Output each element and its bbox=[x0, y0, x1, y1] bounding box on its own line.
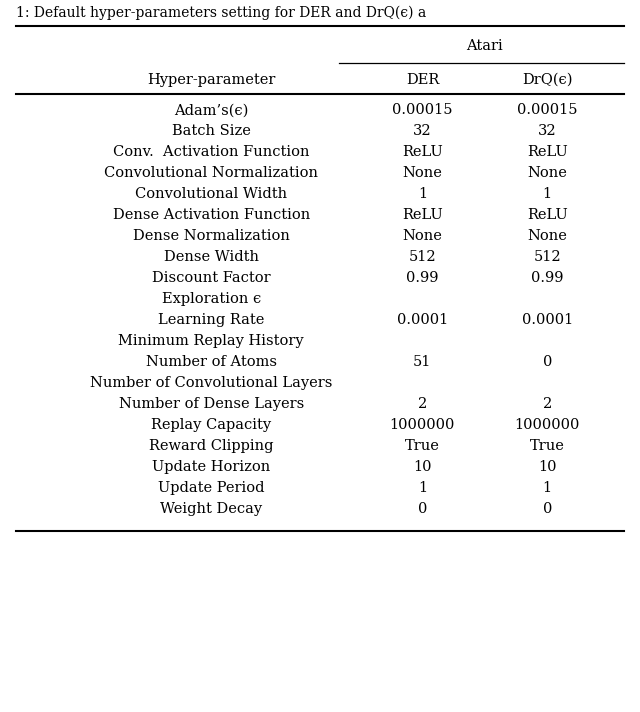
Text: None: None bbox=[527, 167, 567, 180]
Text: Minimum Replay History: Minimum Replay History bbox=[118, 335, 304, 348]
Text: 0.00015: 0.00015 bbox=[517, 103, 577, 117]
Text: 0: 0 bbox=[543, 503, 552, 516]
Text: ReLU: ReLU bbox=[402, 209, 443, 222]
Text: 0.0001: 0.0001 bbox=[522, 313, 573, 328]
Text: Convolutional Width: Convolutional Width bbox=[135, 187, 287, 201]
Text: Hyper-parameter: Hyper-parameter bbox=[147, 73, 275, 87]
Text: Atari: Atari bbox=[467, 39, 503, 53]
Text: Weight Decay: Weight Decay bbox=[160, 503, 262, 516]
Text: 1: 1 bbox=[543, 481, 552, 496]
Text: Replay Capacity: Replay Capacity bbox=[151, 419, 271, 432]
Text: 0: 0 bbox=[418, 503, 427, 516]
Text: ReLU: ReLU bbox=[527, 209, 568, 222]
Text: 512: 512 bbox=[533, 251, 561, 264]
Text: Reward Clipping: Reward Clipping bbox=[149, 439, 273, 454]
Text: Convolutional Normalization: Convolutional Normalization bbox=[104, 167, 318, 180]
Text: ReLU: ReLU bbox=[402, 145, 443, 159]
Text: 1000000: 1000000 bbox=[390, 419, 455, 432]
Text: Exploration ϵ: Exploration ϵ bbox=[161, 293, 261, 306]
Text: 0.99: 0.99 bbox=[531, 271, 563, 286]
Text: Dense Activation Function: Dense Activation Function bbox=[113, 209, 310, 222]
Text: 512: 512 bbox=[408, 251, 436, 264]
Text: 0: 0 bbox=[543, 355, 552, 370]
Text: Dense Normalization: Dense Normalization bbox=[132, 229, 290, 244]
Text: 2: 2 bbox=[543, 397, 552, 412]
Text: Update Horizon: Update Horizon bbox=[152, 461, 270, 474]
Text: 0.00015: 0.00015 bbox=[392, 103, 452, 117]
Text: 1: 1 bbox=[418, 481, 427, 496]
Text: True: True bbox=[530, 439, 564, 454]
Text: Learning Rate: Learning Rate bbox=[158, 313, 264, 328]
Text: 32: 32 bbox=[538, 125, 557, 138]
Text: 1: 1 bbox=[418, 187, 427, 201]
Text: 0.0001: 0.0001 bbox=[397, 313, 448, 328]
Text: Number of Convolutional Layers: Number of Convolutional Layers bbox=[90, 377, 332, 390]
Text: 0.99: 0.99 bbox=[406, 271, 438, 286]
Text: DrQ(ϵ): DrQ(ϵ) bbox=[522, 73, 572, 87]
Text: True: True bbox=[405, 439, 440, 454]
Text: 2: 2 bbox=[418, 397, 427, 412]
Text: None: None bbox=[403, 167, 442, 180]
Text: 32: 32 bbox=[413, 125, 432, 138]
Text: ReLU: ReLU bbox=[527, 145, 568, 159]
Text: 51: 51 bbox=[413, 355, 431, 370]
Text: Number of Dense Layers: Number of Dense Layers bbox=[118, 397, 304, 412]
Text: 1: 1 bbox=[543, 187, 552, 201]
Text: 1000000: 1000000 bbox=[515, 419, 580, 432]
Text: 1: Default hyper-parameters setting for DER and DrQ(ϵ) a: 1: Default hyper-parameters setting for … bbox=[16, 6, 426, 20]
Text: Update Period: Update Period bbox=[158, 481, 264, 496]
Text: Number of Atoms: Number of Atoms bbox=[146, 355, 276, 370]
Text: 10: 10 bbox=[413, 461, 431, 474]
Text: 10: 10 bbox=[538, 461, 556, 474]
Text: None: None bbox=[403, 229, 442, 244]
Text: Dense Width: Dense Width bbox=[164, 251, 259, 264]
Text: DER: DER bbox=[406, 73, 439, 87]
Text: Discount Factor: Discount Factor bbox=[152, 271, 271, 286]
Text: Adam’s(ϵ): Adam’s(ϵ) bbox=[174, 103, 248, 117]
Text: None: None bbox=[527, 229, 567, 244]
Text: Batch Size: Batch Size bbox=[172, 125, 251, 138]
Text: Conv.  Activation Function: Conv. Activation Function bbox=[113, 145, 310, 159]
